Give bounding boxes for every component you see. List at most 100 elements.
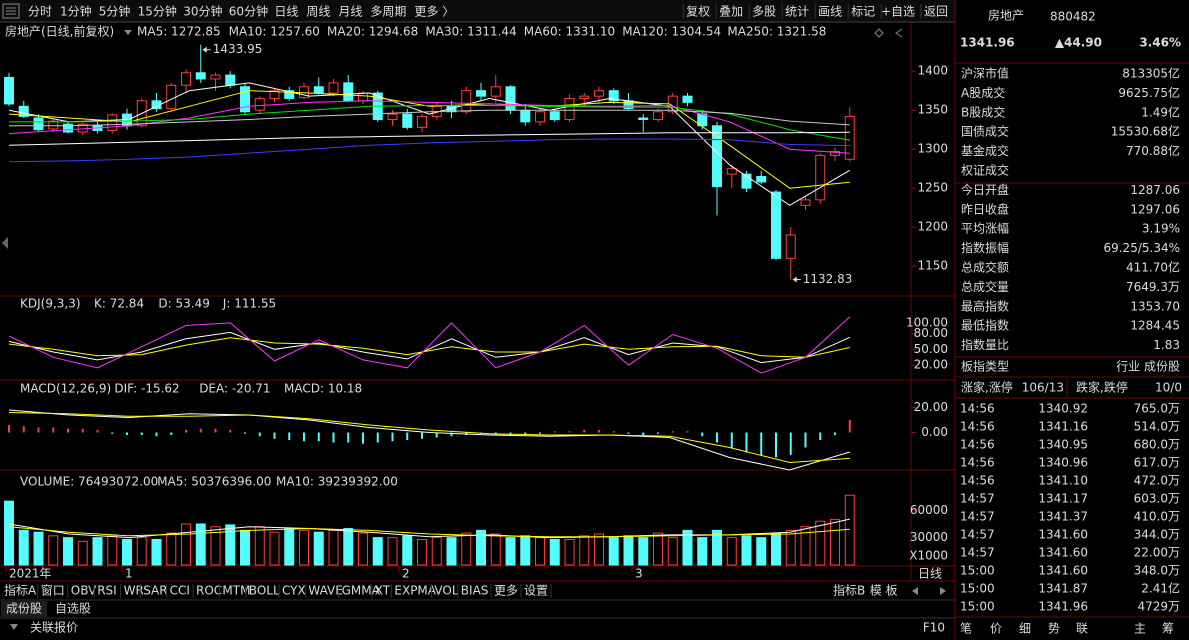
panel-tab[interactable]: 细 bbox=[1019, 622, 1031, 636]
tool-button[interactable]: 画线 bbox=[818, 5, 842, 19]
y-tick-label: 20.00 bbox=[914, 400, 948, 414]
indicator-tab[interactable]: 设置 bbox=[524, 584, 548, 598]
indicator-tab[interactable]: EXPMA bbox=[394, 584, 436, 598]
candle-body bbox=[181, 72, 191, 86]
trade-price: 1341.60 bbox=[1038, 528, 1088, 542]
volume-bar bbox=[815, 520, 826, 566]
indicator-tab[interactable]: CCI bbox=[170, 584, 190, 598]
panel-tab[interactable]: 主 bbox=[1134, 622, 1146, 636]
status-left[interactable]: 关联报价 bbox=[30, 620, 78, 635]
period-tab[interactable]: 日线 bbox=[274, 5, 298, 19]
candle-body bbox=[240, 86, 250, 113]
y-tick-label: 100.00 bbox=[906, 315, 948, 329]
period-tab[interactable]: 30分钟 bbox=[183, 4, 222, 19]
stat-label: 总成交量 bbox=[961, 279, 1009, 294]
indicator-tab[interactable]: CYX bbox=[282, 584, 306, 598]
volume-bar bbox=[181, 523, 191, 566]
panel-tab[interactable]: 联 bbox=[1076, 622, 1088, 636]
volume-bar bbox=[284, 528, 295, 566]
trade-volume: 472.0万 bbox=[1134, 474, 1180, 488]
tool-button[interactable]: +自选 bbox=[881, 5, 915, 19]
period-tab[interactable]: 1分钟 bbox=[60, 4, 92, 19]
status-arrow bbox=[10, 624, 18, 630]
scroll-left[interactable] bbox=[912, 587, 918, 595]
indicator-tab[interactable]: MTM bbox=[222, 584, 250, 598]
period-tab[interactable]: 15分钟 bbox=[138, 4, 177, 19]
period-tab[interactable]: 多周期 bbox=[370, 5, 406, 19]
period-tab[interactable]: 5分钟 bbox=[99, 4, 131, 19]
candle-body bbox=[830, 150, 840, 156]
indicator-tab[interactable]: XT bbox=[375, 584, 391, 598]
status-right[interactable]: F10 bbox=[923, 621, 945, 635]
dropdown-icon[interactable] bbox=[124, 30, 132, 35]
indicator-tab[interactable]: GMMA bbox=[342, 584, 381, 598]
legend-entry: MA5: 1272.85 bbox=[137, 25, 221, 39]
candle-body bbox=[638, 117, 649, 121]
quote-pct: 3.46% bbox=[1139, 36, 1181, 50]
tool-button[interactable]: 叠加 bbox=[719, 5, 743, 19]
breadth-value: 106/13 bbox=[1022, 381, 1064, 395]
indicator-tab[interactable]: 指标A bbox=[4, 583, 37, 598]
indicator-tab[interactable]: VOL bbox=[434, 584, 458, 598]
stat-label: 昨日收盘 bbox=[961, 201, 1009, 216]
indicator-tab[interactable]: WAVE bbox=[308, 584, 342, 598]
volume-bar bbox=[461, 532, 472, 566]
period-tab[interactable]: 月线 bbox=[338, 5, 362, 19]
trade-price: 1341.87 bbox=[1038, 582, 1088, 596]
collapse-icon[interactable] bbox=[895, 28, 903, 38]
candle-body bbox=[682, 95, 693, 103]
tool-button[interactable]: 标记 bbox=[851, 5, 875, 19]
indicator-tab[interactable]: OBV bbox=[71, 584, 97, 598]
candle-body bbox=[166, 84, 177, 110]
candle-body bbox=[741, 173, 752, 189]
stock-tab[interactable]: 成份股 bbox=[6, 602, 42, 616]
period-tab[interactable]: 更多 〉 bbox=[414, 5, 454, 19]
tool-button[interactable]: 复权 bbox=[686, 5, 710, 19]
candle-body bbox=[535, 111, 545, 123]
panel-tab[interactable]: 笔 bbox=[960, 621, 972, 636]
stat-label: 指数振幅 bbox=[961, 240, 1009, 255]
indicator-tab[interactable]: ROC bbox=[196, 584, 222, 598]
stock-tab[interactable]: 自选股 bbox=[55, 602, 91, 616]
volume-bar bbox=[195, 523, 206, 566]
trade-time: 14:56 bbox=[960, 456, 995, 470]
indicator-tab[interactable]: 窗口 bbox=[41, 584, 65, 598]
menu-icon[interactable] bbox=[2, 3, 20, 19]
tool-button[interactable]: 统计 bbox=[785, 5, 809, 19]
scroll-right[interactable] bbox=[940, 587, 946, 595]
date-label: 2 bbox=[402, 567, 410, 581]
indicator-tab[interactable]: BIAS bbox=[461, 584, 489, 598]
candle-body bbox=[195, 72, 206, 80]
trade-volume: 344.0万 bbox=[1134, 528, 1180, 542]
period-tab[interactable]: 分时 bbox=[28, 5, 52, 19]
panel-tab[interactable]: 价 bbox=[990, 622, 1002, 636]
diamond-icon[interactable] bbox=[874, 28, 884, 38]
volume-bar bbox=[372, 537, 383, 566]
candle-body bbox=[254, 97, 265, 111]
stat-value: 1.83 bbox=[1153, 338, 1180, 352]
unit-label: X1000 bbox=[909, 549, 948, 563]
indicator-tab[interactable]: BOLL bbox=[249, 584, 280, 598]
tool-button[interactable]: 返回 bbox=[924, 5, 948, 19]
panel-tab[interactable]: 势 bbox=[1048, 622, 1060, 636]
indicator-tab[interactable]: RSI bbox=[97, 584, 117, 598]
indicator-tab[interactable]: 更多 bbox=[494, 584, 518, 598]
candle-body bbox=[461, 90, 472, 113]
period-tab[interactable]: 60分钟 bbox=[229, 4, 268, 19]
volume-bar bbox=[225, 524, 236, 566]
indicator-tab[interactable]: WR bbox=[124, 584, 144, 598]
tool-button[interactable]: 多股 bbox=[752, 5, 776, 19]
volume-bar bbox=[358, 532, 368, 566]
period-tab[interactable]: 周线 bbox=[306, 5, 330, 19]
breadth-label: 跌家,跌停 bbox=[1076, 380, 1128, 395]
volume-bar bbox=[712, 529, 722, 566]
indicator-tab[interactable]: 模 板 bbox=[870, 584, 898, 598]
indicator-tab[interactable]: SAR bbox=[143, 584, 167, 598]
stat-label: 今日开盘 bbox=[961, 182, 1009, 197]
panel-tab[interactable]: 筹 bbox=[1162, 622, 1174, 636]
volume-bar bbox=[638, 537, 649, 566]
volume-bar bbox=[313, 531, 324, 566]
candle-body bbox=[726, 168, 737, 175]
side-toggle[interactable] bbox=[2, 237, 8, 249]
indicator-tab[interactable]: 指标B bbox=[833, 583, 865, 598]
